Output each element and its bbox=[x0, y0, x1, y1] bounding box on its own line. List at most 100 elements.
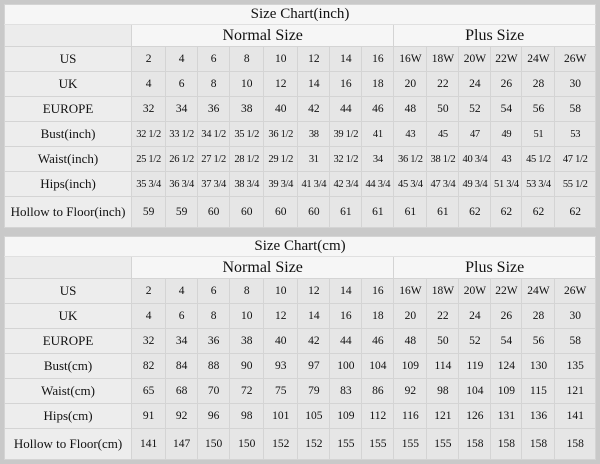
size-value-cell: 56 bbox=[521, 328, 556, 354]
size-value-cell: 158 bbox=[490, 428, 523, 460]
size-value-cell: 136 bbox=[521, 403, 556, 429]
size-value-cell: 47 1/2 bbox=[554, 146, 596, 172]
size-value-cell: 37 3/4 bbox=[197, 171, 231, 197]
size-value-cell: 155 bbox=[361, 428, 395, 460]
size-value-cell: 12 bbox=[263, 71, 299, 97]
size-value-cell: 20 bbox=[393, 71, 428, 97]
size-value-cell: 109 bbox=[393, 353, 428, 379]
size-value-cell: 50 bbox=[426, 328, 460, 354]
table-row: EUROPE 32 34 36 38 40 42 44 46 48 50 52 54 56 58 bbox=[3, 328, 596, 354]
size-value-cell: 92 bbox=[393, 378, 428, 404]
size-value-cell: 41 bbox=[361, 121, 395, 147]
size-value-cell: 16 bbox=[361, 278, 395, 304]
size-value-cell: 61 bbox=[393, 196, 428, 228]
size-value-cell: 42 bbox=[297, 96, 331, 122]
size-value-cell: 27 1/2 bbox=[197, 146, 231, 172]
size-value-cell: 48 bbox=[393, 96, 428, 122]
table-row: Waist(cm) 65 68 70 72 75 79 83 86 92 98 104 109 115 12… bbox=[3, 378, 596, 404]
table-row: UK 4 6 8 10 12 14 16 18 20 22 24 26 28 30 bbox=[3, 71, 596, 97]
size-value-cell: 135 bbox=[554, 353, 596, 379]
size-value-cell: 14 bbox=[297, 71, 331, 97]
size-value-cell: 39 1/2 bbox=[329, 121, 363, 147]
table-row: UK 4 6 8 10 12 14 16 18 20 22 24 26 28 30 bbox=[3, 303, 596, 329]
size-value-cell: 98 bbox=[426, 378, 460, 404]
size-value-cell: 36 1/2 bbox=[263, 121, 299, 147]
size-value-cell: 45 1/2 bbox=[521, 146, 556, 172]
size-value-cell: 150 bbox=[229, 428, 265, 460]
size-value-cell: 42 3/4 bbox=[329, 171, 363, 197]
size-value-cell: 16W bbox=[393, 278, 428, 304]
row-label: Hips(inch) bbox=[3, 171, 133, 197]
size-value-cell: 43 bbox=[490, 146, 523, 172]
size-value-cell: 53 3/4 bbox=[521, 171, 556, 197]
size-value-cell: 18 bbox=[361, 71, 395, 97]
size-value-cell: 54 bbox=[490, 96, 523, 122]
size-value-cell: 75 bbox=[263, 378, 299, 404]
size-value-cell: 68 bbox=[165, 378, 199, 404]
size-value-cell: 91 bbox=[131, 403, 167, 429]
row-label: EUROPE bbox=[3, 96, 133, 122]
normal-size-header: Normal Size bbox=[131, 24, 395, 47]
row-label: Hips(cm) bbox=[3, 403, 133, 429]
corner-cell bbox=[3, 24, 133, 47]
size-value-cell: 20W bbox=[458, 46, 492, 72]
size-chart-inch: Size Chart(inch) Normal Size Plus Size US 2 4… bbox=[3, 4, 596, 228]
row-label: EUROPE bbox=[3, 328, 133, 354]
size-value-cell: 101 bbox=[263, 403, 299, 429]
size-value-cell: 51 bbox=[521, 121, 556, 147]
size-value-cell: 152 bbox=[263, 428, 299, 460]
size-value-cell: 93 bbox=[263, 353, 299, 379]
size-value-cell: 62 bbox=[458, 196, 492, 228]
table-row: US 2 4 6 8 10 12 14 16 16W 18W 20W 22W 24W 26W bbox=[3, 46, 596, 72]
row-label: Bust(cm) bbox=[3, 353, 133, 379]
size-value-cell: 60 bbox=[297, 196, 331, 228]
size-value-cell: 24W bbox=[521, 278, 556, 304]
size-value-cell: 109 bbox=[329, 403, 363, 429]
size-value-cell: 48 bbox=[393, 328, 428, 354]
size-value-cell: 22 bbox=[426, 71, 460, 97]
size-value-cell: 32 bbox=[131, 96, 167, 122]
size-value-cell: 38 1/2 bbox=[426, 146, 460, 172]
size-value-cell: 22W bbox=[490, 46, 523, 72]
size-value-cell: 109 bbox=[490, 378, 523, 404]
size-value-cell: 18W bbox=[426, 278, 460, 304]
size-value-cell: 130 bbox=[521, 353, 556, 379]
size-value-cell: 46 bbox=[361, 96, 395, 122]
size-value-cell: 8 bbox=[229, 278, 265, 304]
size-value-cell: 97 bbox=[297, 353, 331, 379]
size-value-cell: 82 bbox=[131, 353, 167, 379]
table-row: US 2 4 6 8 10 12 14 16 16W 18W 20W 22W 24W 26W bbox=[3, 278, 596, 304]
size-value-cell: 155 bbox=[329, 428, 363, 460]
size-table: Size Chart(inch) Normal Size Plus Size US 2 4… bbox=[3, 4, 596, 228]
size-value-cell: 98 bbox=[229, 403, 265, 429]
size-value-cell: 90 bbox=[229, 353, 265, 379]
size-value-cell: 47 bbox=[458, 121, 492, 147]
size-value-cell: 36 bbox=[197, 328, 231, 354]
size-value-cell: 16W bbox=[393, 46, 428, 72]
size-value-cell: 10 bbox=[263, 46, 299, 72]
size-value-cell: 8 bbox=[229, 46, 265, 72]
size-value-cell: 114 bbox=[426, 353, 460, 379]
size-value-cell: 10 bbox=[229, 71, 265, 97]
size-value-cell: 44 bbox=[329, 328, 363, 354]
size-value-cell: 61 bbox=[329, 196, 363, 228]
size-table: Size Chart(cm) Normal Size Plus Size US 2 4 6 8… bbox=[3, 236, 596, 460]
size-value-cell: 26 1/2 bbox=[165, 146, 199, 172]
size-value-cell: 24W bbox=[521, 46, 556, 72]
size-value-cell: 18W bbox=[426, 46, 460, 72]
size-value-cell: 43 bbox=[393, 121, 428, 147]
size-value-cell: 2 bbox=[131, 278, 167, 304]
size-value-cell: 115 bbox=[521, 378, 556, 404]
size-value-cell: 155 bbox=[426, 428, 460, 460]
size-value-cell: 34 bbox=[165, 96, 199, 122]
size-value-cell: 44 3/4 bbox=[361, 171, 395, 197]
size-value-cell: 52 bbox=[458, 328, 492, 354]
size-value-cell: 16 bbox=[361, 46, 395, 72]
size-value-cell: 59 bbox=[165, 196, 199, 228]
size-chart-cm: Size Chart(cm) Normal Size Plus Size US 2 4 6 8… bbox=[3, 236, 596, 460]
size-value-cell: 59 bbox=[131, 196, 167, 228]
size-value-cell: 51 3/4 bbox=[490, 171, 523, 197]
size-value-cell: 33 1/2 bbox=[165, 121, 199, 147]
size-value-cell: 112 bbox=[361, 403, 395, 429]
size-value-cell: 24 bbox=[458, 303, 492, 329]
